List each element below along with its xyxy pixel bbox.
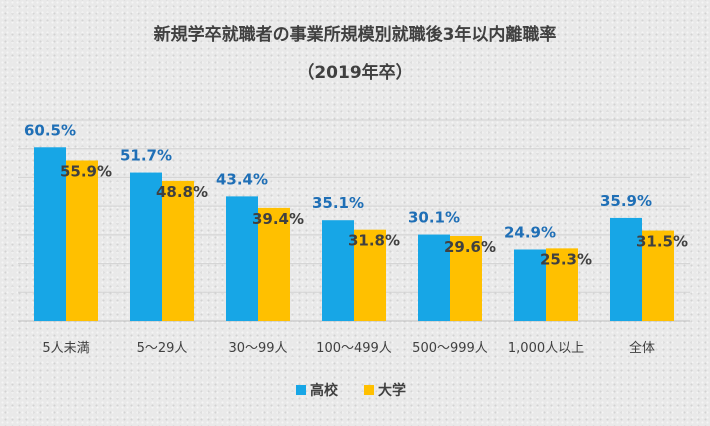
bar-university <box>258 207 290 321</box>
x-tick-label: 100～499人 <box>316 341 392 356</box>
bar-highschool <box>418 234 450 321</box>
data-label: 31.8% <box>348 232 400 250</box>
x-tick-label: 全体 <box>629 340 655 356</box>
data-label: 55.9% <box>60 162 112 180</box>
data-label: 31.5% <box>636 233 688 251</box>
x-tick-label: 30～99人 <box>228 341 287 356</box>
legend-swatch <box>364 385 374 395</box>
legend: 高校 大学 <box>296 382 406 399</box>
chart-title: 新規学卒就職者の事業所規模別就職後3年以内離職率 <box>154 24 557 45</box>
x-tick-label: 500～999人 <box>412 341 488 356</box>
bar-university <box>162 180 194 321</box>
data-label: 43.4% <box>216 170 268 188</box>
data-label: 48.8% <box>156 183 208 201</box>
bar-university <box>354 229 386 321</box>
bar-university <box>546 248 578 321</box>
data-label: 25.3% <box>540 250 592 268</box>
bar-university <box>66 160 98 321</box>
x-axis-labels: 5人未満 5～29人 30～99人 100～499人 500～999人 1,000人以上 全… <box>42 340 655 356</box>
data-label: 30.1% <box>408 209 460 227</box>
data-label: 35.9% <box>600 192 652 210</box>
bar-highschool <box>226 196 258 321</box>
bar-highschool <box>130 172 162 321</box>
bars: 60.5% 55.9% 51.7% 48.8% 43.4% 39.4% 35.1% 31.8%… <box>24 121 688 321</box>
bar-highschool <box>34 147 66 321</box>
data-label: 24.9% <box>504 224 556 242</box>
bar-highschool <box>610 217 642 321</box>
chart-subtitle: （2019年卒） <box>297 62 412 83</box>
data-label: 35.1% <box>312 194 364 212</box>
data-label: 29.6% <box>444 238 496 256</box>
data-label: 39.4% <box>252 210 304 228</box>
x-tick-label: 5～29人 <box>137 341 188 356</box>
legend-label: 高校 <box>310 382 339 399</box>
bar-university <box>450 236 482 321</box>
x-tick-label: 1,000人以上 <box>508 341 584 356</box>
bar-highschool <box>514 249 546 321</box>
bar-highschool <box>322 220 354 321</box>
data-label: 60.5% <box>24 121 76 139</box>
x-tick-label: 5人未満 <box>42 341 89 356</box>
legend-label: 大学 <box>378 382 406 399</box>
bar-university <box>642 230 674 321</box>
legend-swatch <box>296 385 306 395</box>
data-label: 51.7% <box>120 147 172 165</box>
